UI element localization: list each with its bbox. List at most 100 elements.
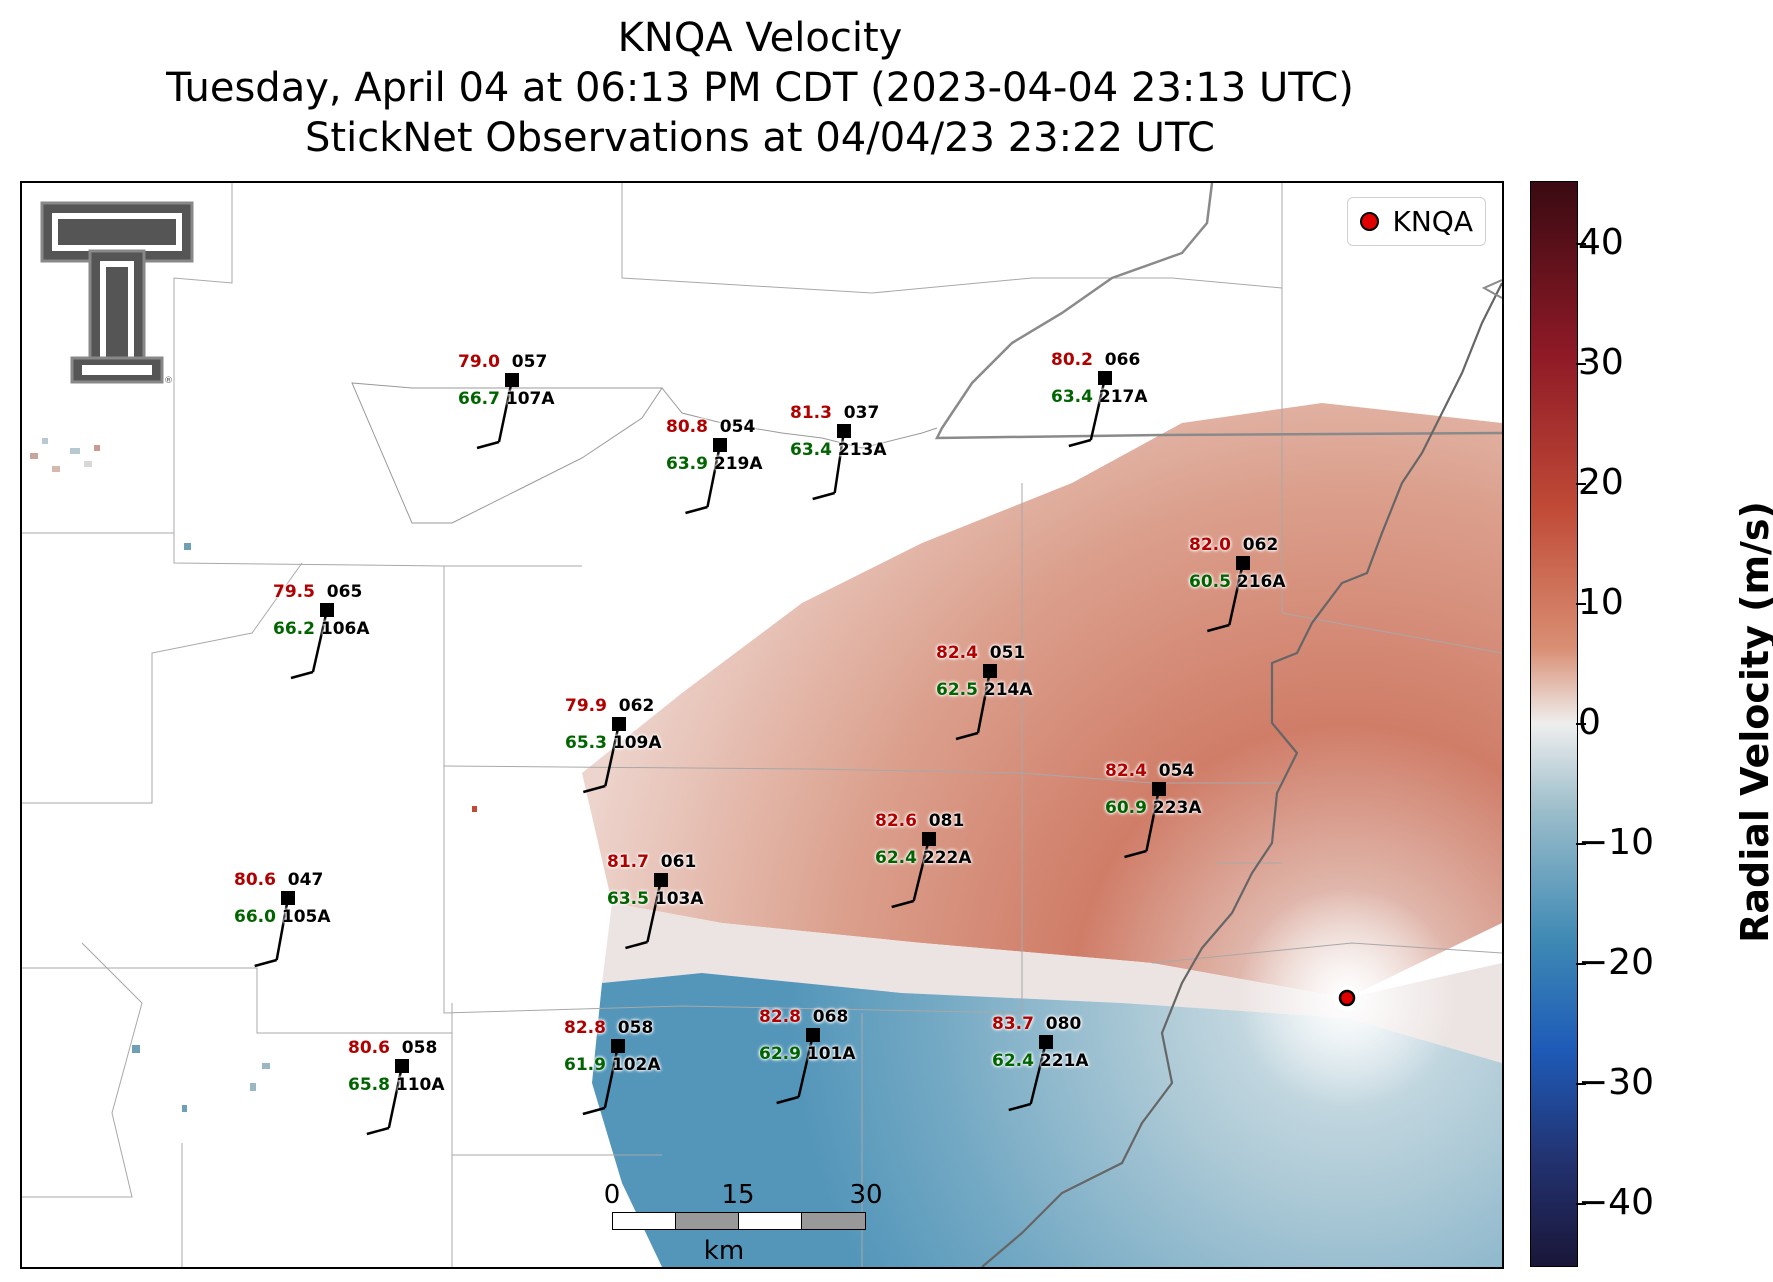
station-temperature: 81.7 xyxy=(607,852,649,872)
station-label-top: 79.9 062 xyxy=(565,698,654,715)
station-label-top: 82.0 062 xyxy=(1189,537,1278,554)
knqa-radar-halo xyxy=(1334,985,1360,1011)
wind-barb-staff xyxy=(833,430,846,494)
station-dewpoint: 63.4 xyxy=(790,440,832,460)
station-id: 213A xyxy=(831,440,887,460)
station-id: 103A xyxy=(648,889,704,909)
station-dewpoint: 63.4 xyxy=(1051,387,1093,407)
station-label-top: 79.5 065 xyxy=(273,584,362,601)
scale-tick-30: 30 xyxy=(849,1180,883,1210)
station-dewpoint: 63.9 xyxy=(666,454,708,474)
station-dewpoint: 66.7 xyxy=(458,389,500,409)
colorbar-tick: 0 xyxy=(1576,702,1601,743)
station-label-bottom: 65.3 109A xyxy=(565,735,662,752)
station-label-bottom: 66.7 107A xyxy=(458,391,555,408)
station-label-bottom: 66.0 105A xyxy=(234,909,331,926)
wind-barb-feather xyxy=(582,784,606,794)
colorbar-tick: 30 xyxy=(1576,342,1624,383)
station-dewpoint: 65.3 xyxy=(565,733,607,753)
station-label-bottom: 62.4 221A xyxy=(992,1053,1089,1070)
station-id: 102A xyxy=(605,1055,661,1075)
station-dewpoint: 61.9 xyxy=(564,1055,606,1075)
station-id: 221A xyxy=(1033,1051,1089,1071)
wind-barb-staff xyxy=(604,723,621,787)
station-temperature: 79.0 xyxy=(458,352,500,372)
station-temperature: 79.5 xyxy=(273,582,315,602)
wind-barbs xyxy=(254,371,1250,1136)
map-panel[interactable]: ® KNQA 79.0 057 66.7 107A 80.8 054 63.9 219… xyxy=(20,181,1504,1269)
radar-zero-band xyxy=(602,903,1502,1063)
station-wind-direction: 066 xyxy=(1092,350,1141,370)
colorbar-tick: 40 xyxy=(1576,222,1624,263)
logo-registered-mark: ® xyxy=(164,376,173,386)
station-id: 219A xyxy=(707,454,763,474)
wind-barb-feather xyxy=(625,940,648,950)
map-legend: KNQA xyxy=(1346,197,1486,246)
station-label-top: 83.7 080 xyxy=(992,1016,1081,1033)
scale-segment-1 xyxy=(612,1212,676,1230)
station-id: 109A xyxy=(606,733,662,753)
station-wind-direction: 051 xyxy=(977,643,1026,663)
station-wind-direction: 054 xyxy=(1146,761,1195,781)
station-temperature: 82.8 xyxy=(564,1018,606,1038)
wind-barb-staff xyxy=(1029,1041,1048,1105)
station-dewpoint: 66.0 xyxy=(234,907,276,927)
scale-tick-15: 15 xyxy=(721,1180,755,1210)
station-label-top: 80.2 066 xyxy=(1051,352,1140,369)
station-label-top: 81.7 061 xyxy=(607,854,696,871)
station-id: 222A xyxy=(916,848,972,868)
scale-segment-2 xyxy=(675,1212,739,1230)
station-label-bottom: 63.4 213A xyxy=(790,442,887,459)
scale-segment-4 xyxy=(801,1212,866,1230)
station-wind-direction: 081 xyxy=(916,811,965,831)
wind-barb-feather xyxy=(366,1126,390,1136)
colorbar xyxy=(1530,181,1578,1267)
station-temperature: 82.4 xyxy=(1105,761,1147,781)
wind-barb-staff xyxy=(311,609,329,673)
title-line-3: StickNet Observations at 04/04/23 23:22 … xyxy=(305,115,1215,161)
wind-barb-feather xyxy=(476,440,500,450)
colorbar-tick: 20 xyxy=(1576,462,1624,503)
station-wind-direction: 061 xyxy=(648,852,697,872)
station-label-bottom: 62.4 222A xyxy=(875,850,972,867)
station-label-top: 80.6 047 xyxy=(234,872,323,889)
scale-unit: km xyxy=(703,1236,745,1266)
knqa-radar-marker[interactable] xyxy=(1338,989,1356,1007)
legend-label: KNQA xyxy=(1392,205,1474,238)
logo-double-t xyxy=(40,201,194,384)
station-wind-direction: 037 xyxy=(831,403,880,423)
station-label-top: 82.6 081 xyxy=(875,813,964,830)
station-temperature: 83.7 xyxy=(992,1014,1034,1034)
station-temperature: 79.9 xyxy=(565,696,607,716)
station-dewpoint: 62.5 xyxy=(936,680,978,700)
station-label-bottom: 66.2 106A xyxy=(273,621,370,638)
knqa-legend-marker xyxy=(1359,212,1379,231)
station-id: 106A xyxy=(314,619,370,639)
colorbar-tick: −30 xyxy=(1576,1062,1654,1103)
radar-speckle xyxy=(30,438,477,1112)
station-wind-direction: 062 xyxy=(1230,535,1279,555)
station-label-bottom: 61.9 102A xyxy=(564,1057,661,1074)
wind-barb-feather xyxy=(955,731,979,741)
scale-segment-3 xyxy=(738,1212,802,1230)
wind-barb-feather xyxy=(1206,623,1230,633)
colorbar-label: Radial Velocity (m/s) xyxy=(1733,501,1773,943)
station-label-bottom: 62.5 214A xyxy=(936,682,1033,699)
station-label-top: 82.8 068 xyxy=(759,1009,848,1026)
wind-barb-staff xyxy=(603,1045,620,1109)
wind-barb-feather xyxy=(776,1095,799,1105)
station-id: 217A xyxy=(1092,387,1148,407)
wind-barb-feather xyxy=(1008,1102,1032,1112)
station-label-top: 82.8 058 xyxy=(564,1020,653,1037)
station-wind-direction: 058 xyxy=(389,1038,438,1058)
station-temperature: 80.2 xyxy=(1051,350,1093,370)
lake-boundary-east xyxy=(661,387,938,449)
wind-barb-feather xyxy=(685,505,708,515)
station-wind-direction: 068 xyxy=(800,1007,849,1027)
station-id: 223A xyxy=(1146,798,1202,818)
station-label-bottom: 60.9 223A xyxy=(1105,800,1202,817)
station-label-top: 80.6 058 xyxy=(348,1040,437,1057)
station-label-bottom: 63.5 103A xyxy=(607,891,704,908)
station-temperature: 82.4 xyxy=(936,643,978,663)
station-temperature: 82.0 xyxy=(1189,535,1231,555)
